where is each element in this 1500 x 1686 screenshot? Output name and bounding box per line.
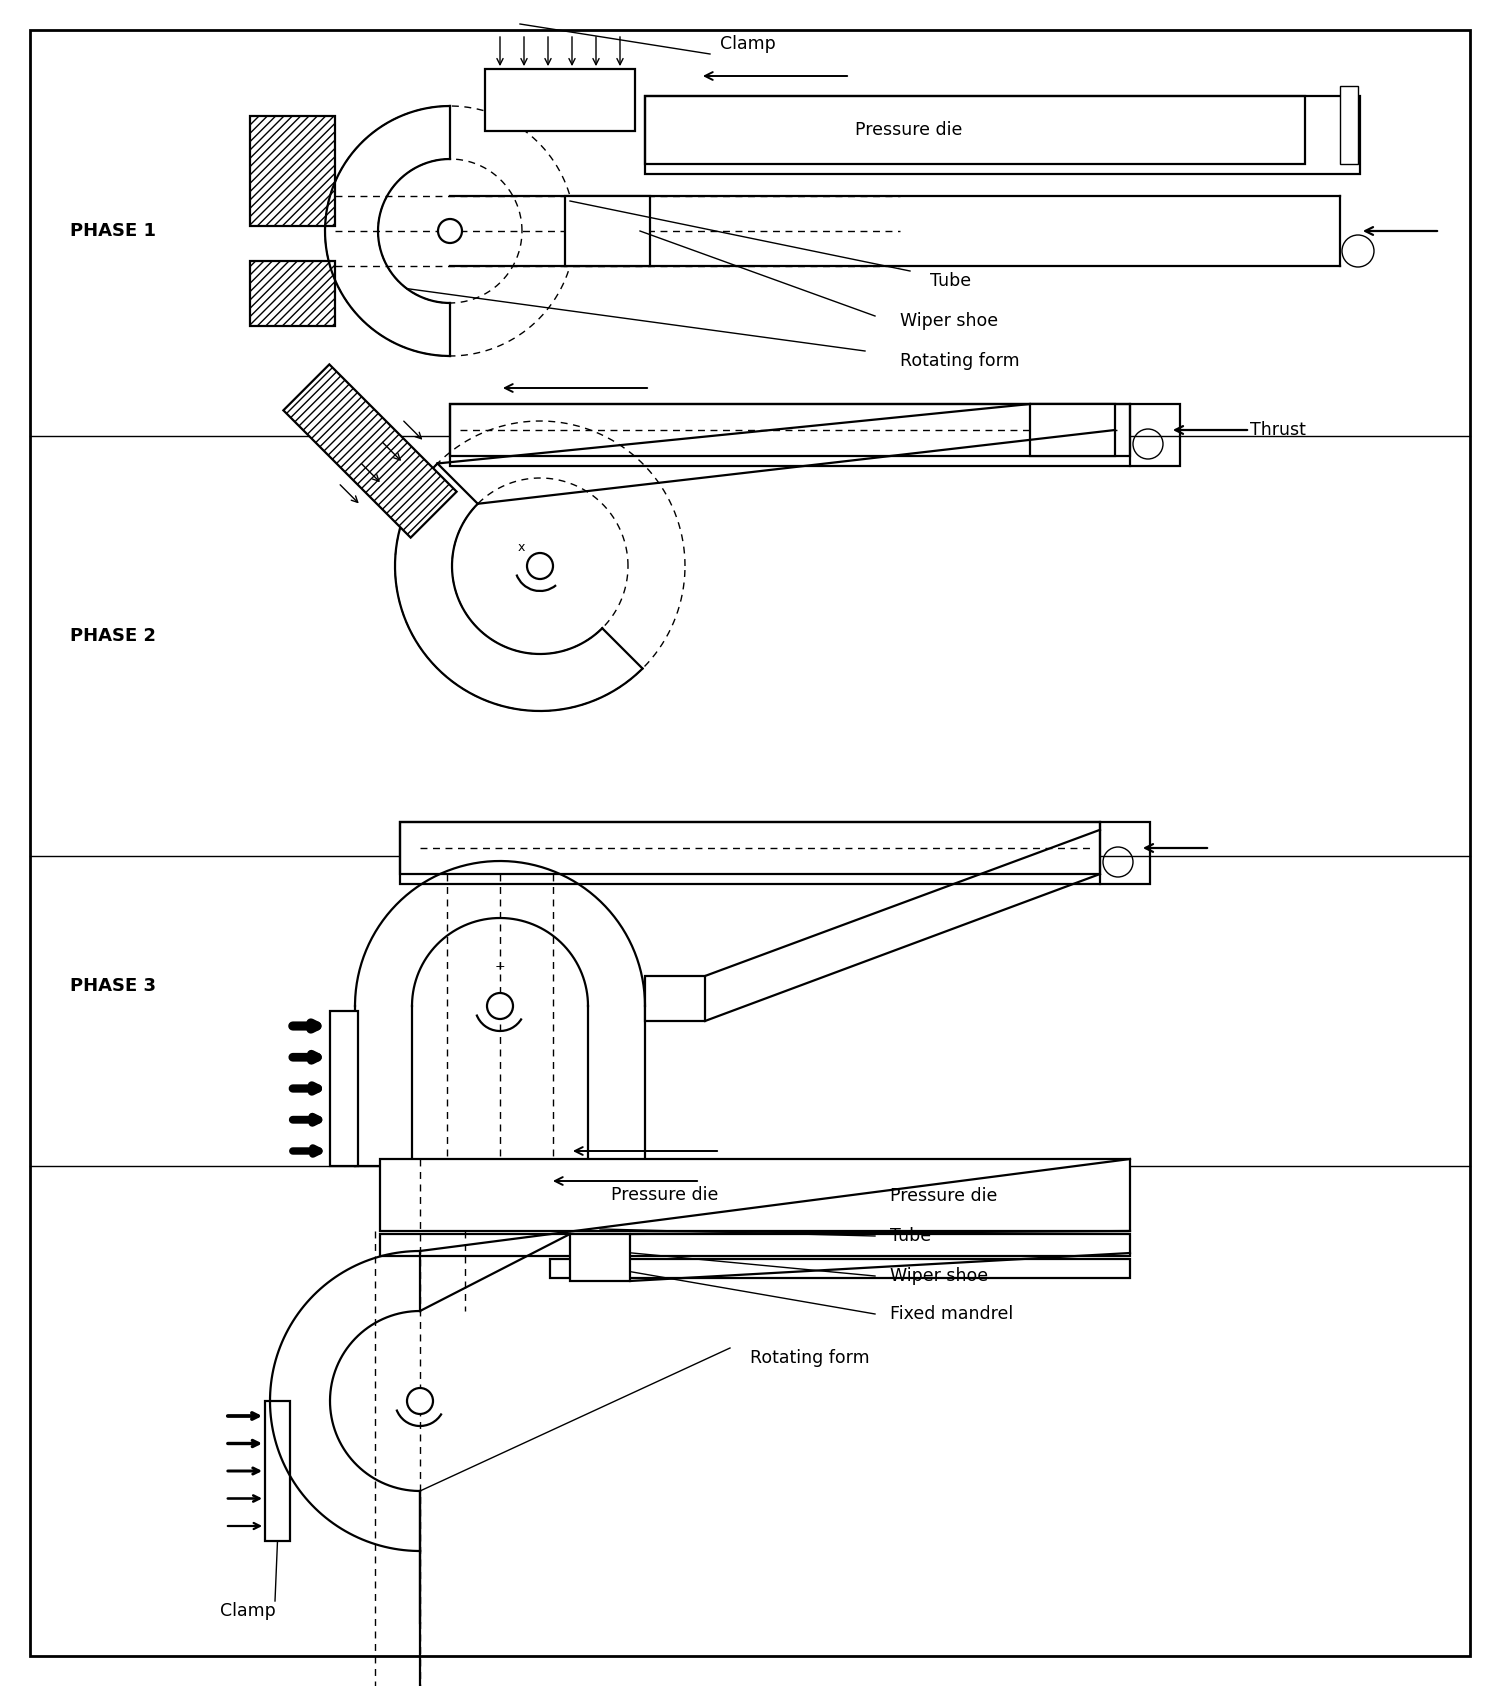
- Bar: [645, 976, 705, 1022]
- Text: Tube: Tube: [930, 271, 970, 290]
- Bar: [645, 96, 1305, 164]
- Text: Thrust: Thrust: [1250, 422, 1306, 438]
- Bar: [266, 1401, 290, 1541]
- Circle shape: [488, 993, 513, 1018]
- Bar: [450, 405, 1130, 455]
- Text: PHASE 3: PHASE 3: [70, 976, 156, 995]
- Circle shape: [526, 553, 554, 578]
- Bar: [251, 261, 334, 325]
- Bar: [550, 1259, 1130, 1278]
- Text: Tube: Tube: [890, 1227, 932, 1244]
- Bar: [570, 1234, 630, 1281]
- Text: Clamp: Clamp: [720, 35, 776, 52]
- Bar: [450, 405, 1180, 465]
- Bar: [251, 116, 334, 226]
- Bar: [1340, 86, 1358, 164]
- Bar: [1030, 405, 1114, 455]
- Text: Wiper shoe: Wiper shoe: [890, 1266, 989, 1285]
- Text: Clamp: Clamp: [220, 1602, 276, 1620]
- Text: Pressure die: Pressure die: [855, 121, 963, 138]
- Bar: [380, 1234, 1130, 1256]
- Bar: [484, 69, 634, 132]
- Text: Fixed mandrel: Fixed mandrel: [890, 1305, 1014, 1324]
- Text: Wiper shoe: Wiper shoe: [900, 312, 998, 330]
- Text: +: +: [495, 959, 506, 973]
- Text: Pressure die: Pressure die: [612, 1185, 718, 1204]
- Text: PHASE 1: PHASE 1: [70, 223, 156, 239]
- Circle shape: [406, 1388, 433, 1415]
- Text: Pressure die: Pressure die: [890, 1187, 998, 1205]
- Bar: [400, 823, 1100, 873]
- Bar: [645, 96, 1360, 174]
- Text: Rotating form: Rotating form: [750, 1349, 870, 1367]
- Text: x: x: [518, 541, 525, 553]
- Bar: [400, 823, 1150, 883]
- Bar: [330, 1012, 358, 1167]
- Text: PHASE 2: PHASE 2: [70, 627, 156, 646]
- Polygon shape: [284, 364, 456, 538]
- Text: Rotating form: Rotating form: [900, 352, 1020, 369]
- Bar: [566, 196, 650, 266]
- Bar: [380, 1158, 1130, 1231]
- Circle shape: [438, 219, 462, 243]
